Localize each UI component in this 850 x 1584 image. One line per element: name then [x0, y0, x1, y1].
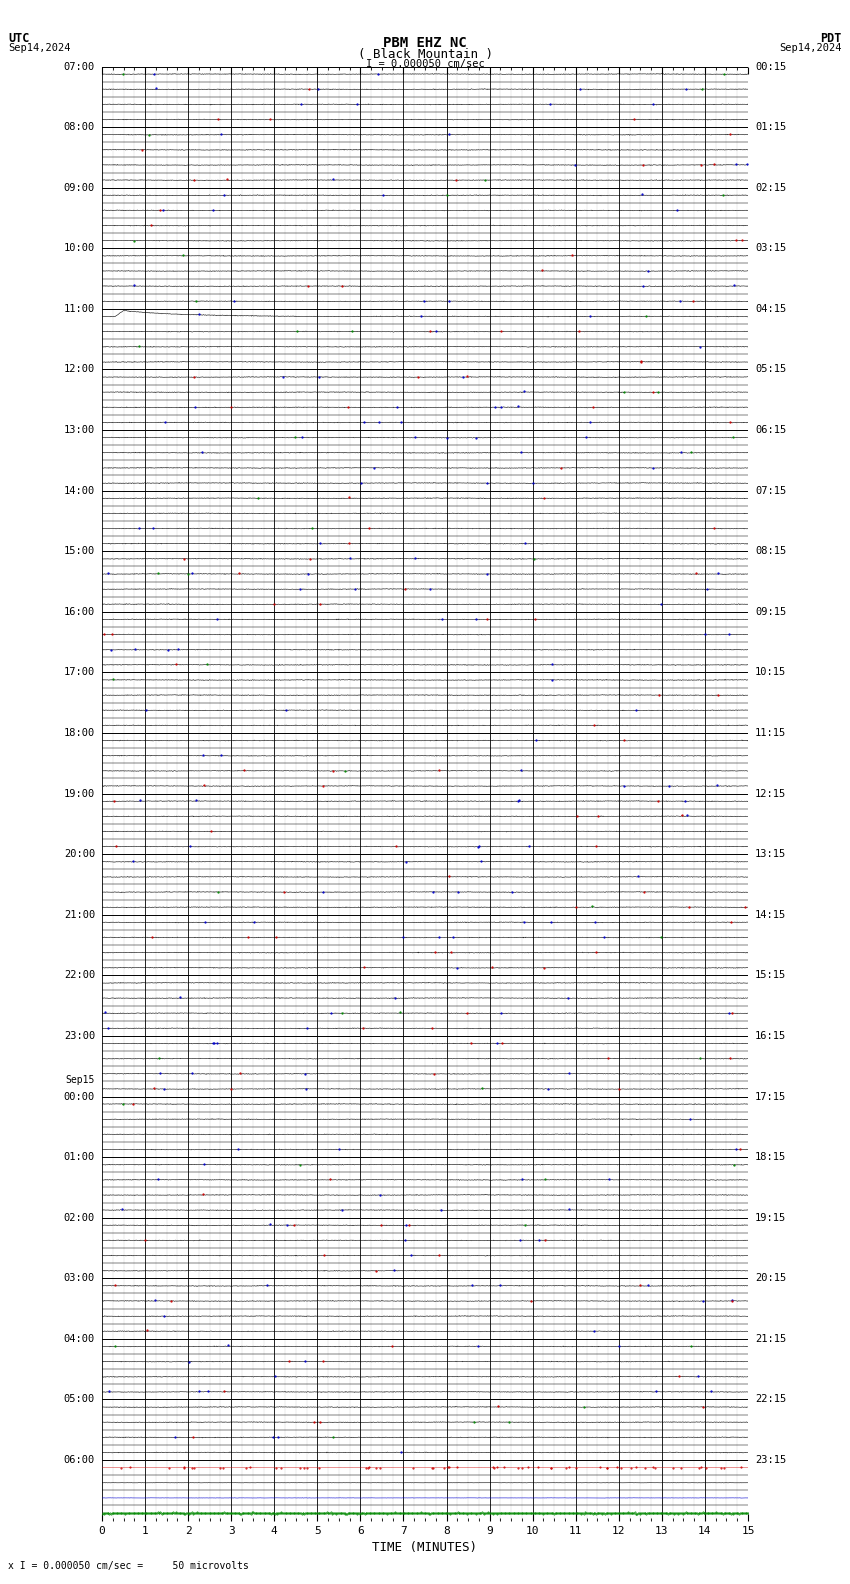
Text: Sep15: Sep15 [65, 1076, 95, 1085]
Text: 00:00: 00:00 [64, 1091, 95, 1101]
Text: 09:00: 09:00 [64, 182, 95, 193]
Text: 15:00: 15:00 [64, 546, 95, 556]
Text: 11:15: 11:15 [755, 729, 786, 738]
Text: 17:00: 17:00 [64, 667, 95, 678]
Text: 20:00: 20:00 [64, 849, 95, 859]
Text: ( Black Mountain ): ( Black Mountain ) [358, 48, 492, 60]
Text: x I = 0.000050 cm/sec =     50 microvolts: x I = 0.000050 cm/sec = 50 microvolts [8, 1562, 249, 1571]
Text: UTC: UTC [8, 32, 30, 44]
Text: 03:15: 03:15 [755, 244, 786, 253]
Text: PBM EHZ NC: PBM EHZ NC [383, 36, 467, 51]
Text: 12:00: 12:00 [64, 364, 95, 374]
Text: 23:15: 23:15 [755, 1456, 786, 1465]
Text: 14:00: 14:00 [64, 486, 95, 496]
Text: 00:15: 00:15 [755, 62, 786, 71]
X-axis label: TIME (MINUTES): TIME (MINUTES) [372, 1541, 478, 1554]
Text: 21:00: 21:00 [64, 909, 95, 920]
Text: 04:15: 04:15 [755, 304, 786, 314]
Text: 19:00: 19:00 [64, 789, 95, 798]
Text: 03:00: 03:00 [64, 1274, 95, 1283]
Text: Sep14,2024: Sep14,2024 [8, 43, 71, 52]
Text: 10:15: 10:15 [755, 667, 786, 678]
Text: 15:15: 15:15 [755, 971, 786, 980]
Text: 13:00: 13:00 [64, 425, 95, 436]
Text: 08:15: 08:15 [755, 546, 786, 556]
Text: 06:00: 06:00 [64, 1456, 95, 1465]
Text: 05:00: 05:00 [64, 1394, 95, 1405]
Text: I = 0.000050 cm/sec: I = 0.000050 cm/sec [366, 59, 484, 68]
Text: 17:15: 17:15 [755, 1091, 786, 1101]
Text: 23:00: 23:00 [64, 1031, 95, 1041]
Text: 16:00: 16:00 [64, 607, 95, 616]
Text: 19:15: 19:15 [755, 1213, 786, 1223]
Text: 18:15: 18:15 [755, 1152, 786, 1163]
Text: 21:15: 21:15 [755, 1334, 786, 1343]
Text: 14:15: 14:15 [755, 909, 786, 920]
Text: 04:00: 04:00 [64, 1334, 95, 1343]
Text: 12:15: 12:15 [755, 789, 786, 798]
Text: 08:00: 08:00 [64, 122, 95, 131]
Text: 07:00: 07:00 [64, 62, 95, 71]
Text: 07:15: 07:15 [755, 486, 786, 496]
Text: 06:15: 06:15 [755, 425, 786, 436]
Text: 11:00: 11:00 [64, 304, 95, 314]
Text: 20:15: 20:15 [755, 1274, 786, 1283]
Text: Sep14,2024: Sep14,2024 [779, 43, 842, 52]
Text: 13:15: 13:15 [755, 849, 786, 859]
Text: 05:15: 05:15 [755, 364, 786, 374]
Text: 09:15: 09:15 [755, 607, 786, 616]
Text: 10:00: 10:00 [64, 244, 95, 253]
Text: PDT: PDT [820, 32, 842, 44]
Text: 02:15: 02:15 [755, 182, 786, 193]
Text: 02:00: 02:00 [64, 1213, 95, 1223]
Text: 18:00: 18:00 [64, 729, 95, 738]
Text: 22:15: 22:15 [755, 1394, 786, 1405]
Text: 22:00: 22:00 [64, 971, 95, 980]
Text: 01:15: 01:15 [755, 122, 786, 131]
Text: 16:15: 16:15 [755, 1031, 786, 1041]
Text: 01:00: 01:00 [64, 1152, 95, 1163]
